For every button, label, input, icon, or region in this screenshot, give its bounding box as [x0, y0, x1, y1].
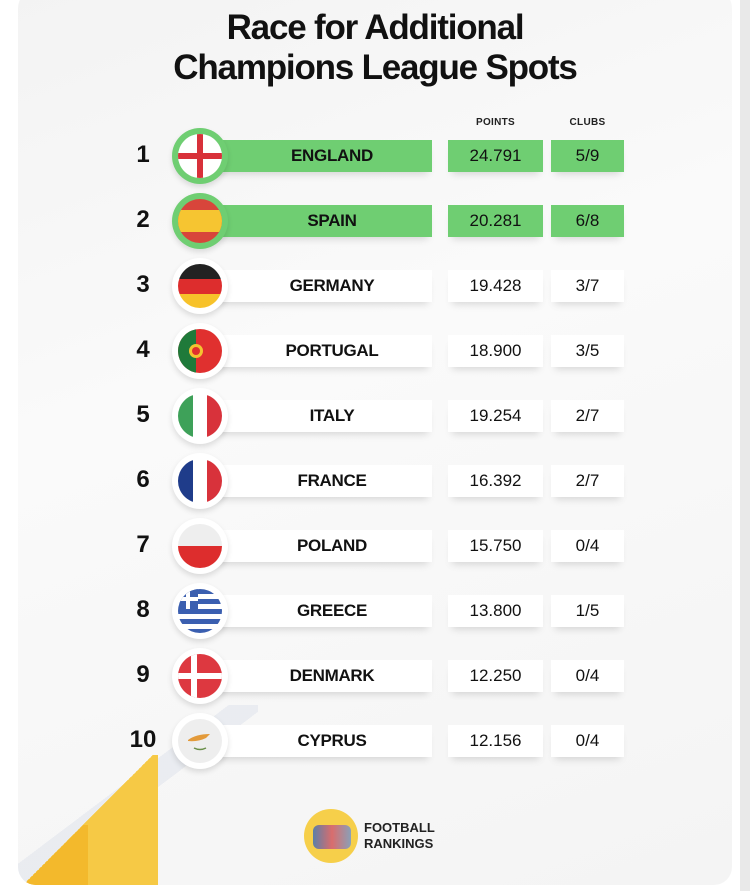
france-flag-icon — [172, 453, 228, 509]
clubs-value: 3/5 — [551, 335, 624, 367]
poland-flag-icon — [172, 518, 228, 574]
spain-flag-icon — [172, 193, 228, 249]
logo-line-1: FOOTBALL — [364, 820, 435, 835]
clubs-value: 0/4 — [551, 530, 624, 562]
clubs-value: 3/7 — [551, 270, 624, 302]
title-line-1: Race for Additional — [226, 8, 525, 47]
country-name: FRANCE — [210, 465, 432, 497]
country-name: CYPRUS — [210, 725, 432, 757]
points-value: 16.392 — [448, 465, 543, 497]
cyprus-flag-icon — [172, 713, 228, 769]
clubs-value: 0/4 — [551, 660, 624, 692]
table-row: 4 PORTUGAL 18.900 3/5 — [0, 321, 750, 381]
rank: 1 — [136, 141, 150, 168]
rank: 6 — [136, 466, 150, 493]
rank: 9 — [136, 661, 150, 688]
points-value: 18.900 — [448, 335, 543, 367]
germany-flag-icon — [172, 258, 228, 314]
decorative-yellow-corner-inner — [18, 825, 88, 885]
points-value: 15.750 — [448, 530, 543, 562]
clubs-value: 2/7 — [551, 465, 624, 497]
country-name: DENMARK — [210, 660, 432, 692]
denmark-flag-icon — [172, 648, 228, 704]
table-row: 7 POLAND 15.750 0/4 — [0, 516, 750, 576]
clubs-value: 0/4 — [551, 725, 624, 757]
greece-flag-icon — [172, 583, 228, 639]
portugal-flag-icon — [172, 323, 228, 379]
table-row: 5 ITALY 19.254 2/7 — [0, 386, 750, 446]
table-row: 2 SPAIN 20.281 6/8 — [0, 191, 750, 251]
points-value: 19.428 — [448, 270, 543, 302]
clubs-value: 2/7 — [551, 400, 624, 432]
country-name: GERMANY — [210, 270, 432, 302]
table-row: 1 ENGLAND 24.791 5/9 — [0, 126, 750, 186]
table-row: 9 DENMARK 12.250 0/4 — [0, 646, 750, 706]
clubs-value: 6/8 — [551, 205, 624, 237]
table-row: 3 GERMANY 19.428 3/7 — [0, 256, 750, 316]
table-row: 10 CYPRUS 12.156 0/4 — [0, 711, 750, 771]
points-value: 19.254 — [448, 400, 543, 432]
points-header: POINTS — [475, 117, 516, 128]
rank: 5 — [136, 401, 150, 428]
points-value: 24.791 — [448, 140, 543, 172]
rank: 8 — [136, 596, 150, 623]
italy-flag-icon — [172, 388, 228, 444]
country-name: PORTUGAL — [210, 335, 432, 367]
page-title: Race for Additional Champions League Spo… — [0, 8, 750, 88]
title-line-2: Champions League Spots — [173, 48, 578, 87]
logo-image — [313, 825, 351, 849]
england-flag-icon — [172, 128, 228, 184]
clubs-value: 5/9 — [551, 140, 624, 172]
points-value: 20.281 — [448, 205, 543, 237]
football-rankings-logo — [304, 809, 358, 863]
rank: 7 — [136, 531, 150, 558]
rank: 3 — [136, 271, 150, 298]
clubs-header: CLUBS — [569, 117, 606, 128]
country-name: GREECE — [210, 595, 432, 627]
points-value: 13.800 — [448, 595, 543, 627]
country-name: POLAND — [210, 530, 432, 562]
points-value: 12.250 — [448, 660, 543, 692]
rank: 2 — [136, 206, 150, 233]
country-name: ENGLAND — [210, 140, 432, 172]
points-value: 12.156 — [448, 725, 543, 757]
table-row: 8 GREECE 13.800 1/5 — [0, 581, 750, 641]
logo-line-2: RANKINGS — [364, 836, 434, 851]
country-name: SPAIN — [210, 205, 432, 237]
country-name: ITALY — [210, 400, 432, 432]
screen-edge — [740, 0, 750, 891]
logo-text: FOOTBALL RANKINGS — [364, 820, 435, 852]
clubs-value: 1/5 — [551, 595, 624, 627]
rank: 10 — [129, 726, 157, 753]
table-row: 6 FRANCE 16.392 2/7 — [0, 451, 750, 511]
rank: 4 — [136, 336, 150, 363]
